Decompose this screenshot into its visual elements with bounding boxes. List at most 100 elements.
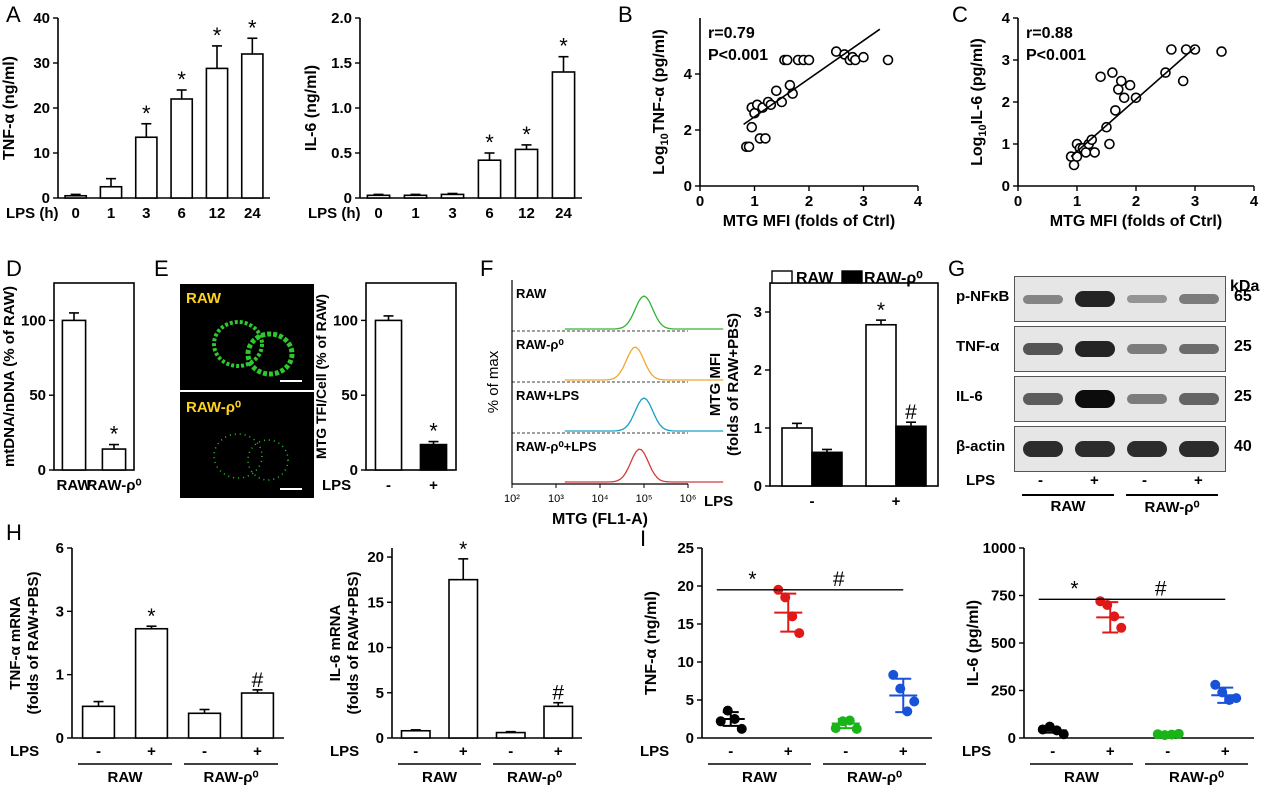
- significance-mark: *: [213, 23, 222, 48]
- y-label-measure: TNF-α (pg/ml): [651, 29, 668, 133]
- blot-kda-value: 40: [1234, 438, 1252, 455]
- blot-lps-label: LPS: [966, 472, 996, 489]
- group-label: RAW: [1064, 769, 1100, 786]
- scatter-point: [1115, 75, 1127, 87]
- scatter-point: [1101, 121, 1112, 133]
- blot-band: [1023, 393, 1063, 405]
- scatter-point: [882, 54, 894, 66]
- chart-a-il6: 0 0.5 1.0 1.5 2.0 0 1 3 * 6 * 12 * 24 IL-6 (ng/ml) LPS …: [303, 10, 582, 222]
- significance-mark: *: [459, 538, 467, 561]
- fit-line: [743, 28, 881, 126]
- y-tick-label: 10: [367, 640, 384, 657]
- blot-strip: [1014, 326, 1226, 372]
- bar: [81, 705, 116, 739]
- histogram-curve: [564, 295, 724, 330]
- data-point: [1102, 600, 1113, 610]
- x-tick-label: 12: [518, 205, 535, 222]
- y-tick-label: 0: [56, 730, 64, 747]
- blot-strip: [1014, 376, 1226, 422]
- histogram-curve: [564, 448, 724, 483]
- legend-swatch-raw: [771, 270, 793, 284]
- bar-raw-rho0: [811, 451, 843, 487]
- y-tick-label: 25: [677, 540, 694, 557]
- x-tick-label: 0: [71, 205, 79, 222]
- x-tick-label: -: [96, 743, 101, 760]
- y-label-measure: IL-6 (pg/ml): [969, 38, 986, 124]
- microscopy-raw-label: RAW: [186, 290, 221, 307]
- scatter-point: [1107, 67, 1118, 78]
- scatter-point: [1177, 75, 1189, 87]
- x-axis-label: LPS: [10, 743, 39, 760]
- significance-mark: *: [748, 568, 756, 591]
- y-tick-label: 0: [1008, 730, 1016, 747]
- group-label: RAW-ρ⁰: [847, 769, 902, 786]
- flow-x-tick-label: 10⁶: [680, 493, 697, 505]
- chart-d-mtdna: 0 50 100 RAW * RAW-ρ⁰ mtDNA/nDNA (% of RAW): [1, 282, 142, 494]
- data-point: [1231, 693, 1242, 704]
- x-tick-label: -: [728, 743, 733, 760]
- data-point: [1210, 679, 1221, 690]
- data-point: [895, 683, 906, 694]
- blot-band: [1179, 393, 1219, 405]
- blot-strip: [1014, 426, 1226, 472]
- x-tick-label: 6: [177, 205, 185, 222]
- x-tick-label: +: [899, 743, 908, 760]
- x-tick-label: 3: [859, 193, 867, 210]
- bar: [448, 578, 479, 739]
- x-axis-label: LPS: [640, 743, 669, 760]
- significance-mark: #: [252, 669, 264, 692]
- panel-label-g: G: [948, 256, 966, 281]
- histogram-curve: [564, 346, 724, 381]
- microscopy-raw-rho0: RAW-ρ⁰: [180, 392, 314, 498]
- bar: [477, 159, 502, 199]
- data-point: [736, 723, 747, 734]
- blot-band: [1075, 340, 1115, 358]
- significance-mark: *: [248, 15, 257, 40]
- data-point: [1217, 687, 1228, 698]
- x-tick-label: 4: [1250, 193, 1259, 210]
- panel-label-i: I: [640, 526, 647, 551]
- x-tick-label: 1: [107, 205, 115, 222]
- bar: [101, 448, 127, 471]
- x-tick-label: +: [253, 743, 262, 760]
- x-tick-label: +: [429, 477, 438, 494]
- scatter-point: [776, 96, 788, 108]
- x-tick-label: -: [508, 743, 513, 760]
- scatter-point: [1130, 92, 1142, 104]
- y-axis-label: MTG MFI: [707, 353, 724, 416]
- chart-i-il6: 0 250 500 750 1000 - + - + * # RAW RAW-ρ⁰ LPS IL-6 (pg…: [962, 540, 1254, 786]
- group-label: RAW-ρ⁰: [1169, 769, 1224, 786]
- legend-label-raw: RAW: [796, 270, 834, 287]
- group-label: RAW-ρ⁰: [507, 769, 562, 786]
- y-tick-label: 4: [684, 66, 693, 83]
- blot-band: [1023, 441, 1063, 457]
- bar: [61, 319, 87, 471]
- x-tick-label: 2: [805, 193, 813, 210]
- y-tick-label: 0: [1002, 178, 1010, 195]
- x-tick-label: RAW-ρ⁰: [87, 477, 142, 494]
- x-axis-label: MTG MFI (folds of Ctrl): [1050, 213, 1222, 230]
- y-tick-label: 40: [33, 10, 50, 27]
- y-label-sub: 10: [977, 124, 989, 136]
- y-tick-label: 0: [38, 462, 46, 479]
- histogram-curve: [564, 397, 724, 432]
- y-tick-label: 20: [367, 549, 384, 566]
- scatter-point: [746, 121, 758, 133]
- kda-label: kDa: [1230, 278, 1260, 295]
- bar: [495, 731, 526, 739]
- panel-label-f: F: [480, 256, 494, 281]
- significance-mark: #: [833, 568, 845, 591]
- y-axis-label: Log10TNF-α (pg/ml): [651, 29, 671, 175]
- x-tick-label: 1: [750, 193, 758, 210]
- y-tick-label: 3: [56, 603, 64, 620]
- x-tick-label: 1: [1073, 193, 1081, 210]
- blot-group-underline: [1022, 494, 1114, 496]
- y-tick-label: 20: [33, 100, 50, 117]
- panel-label-b: B: [618, 2, 633, 27]
- legend-label-rho: RAW-ρ⁰: [864, 270, 923, 287]
- blot-band: [1179, 294, 1219, 304]
- chart-e-tfi: 0 50 100 - * + MTG TFI/Cell (% of RAW) LPS: [313, 282, 457, 494]
- stat-p: P<0.001: [708, 47, 768, 64]
- bar: [187, 712, 222, 739]
